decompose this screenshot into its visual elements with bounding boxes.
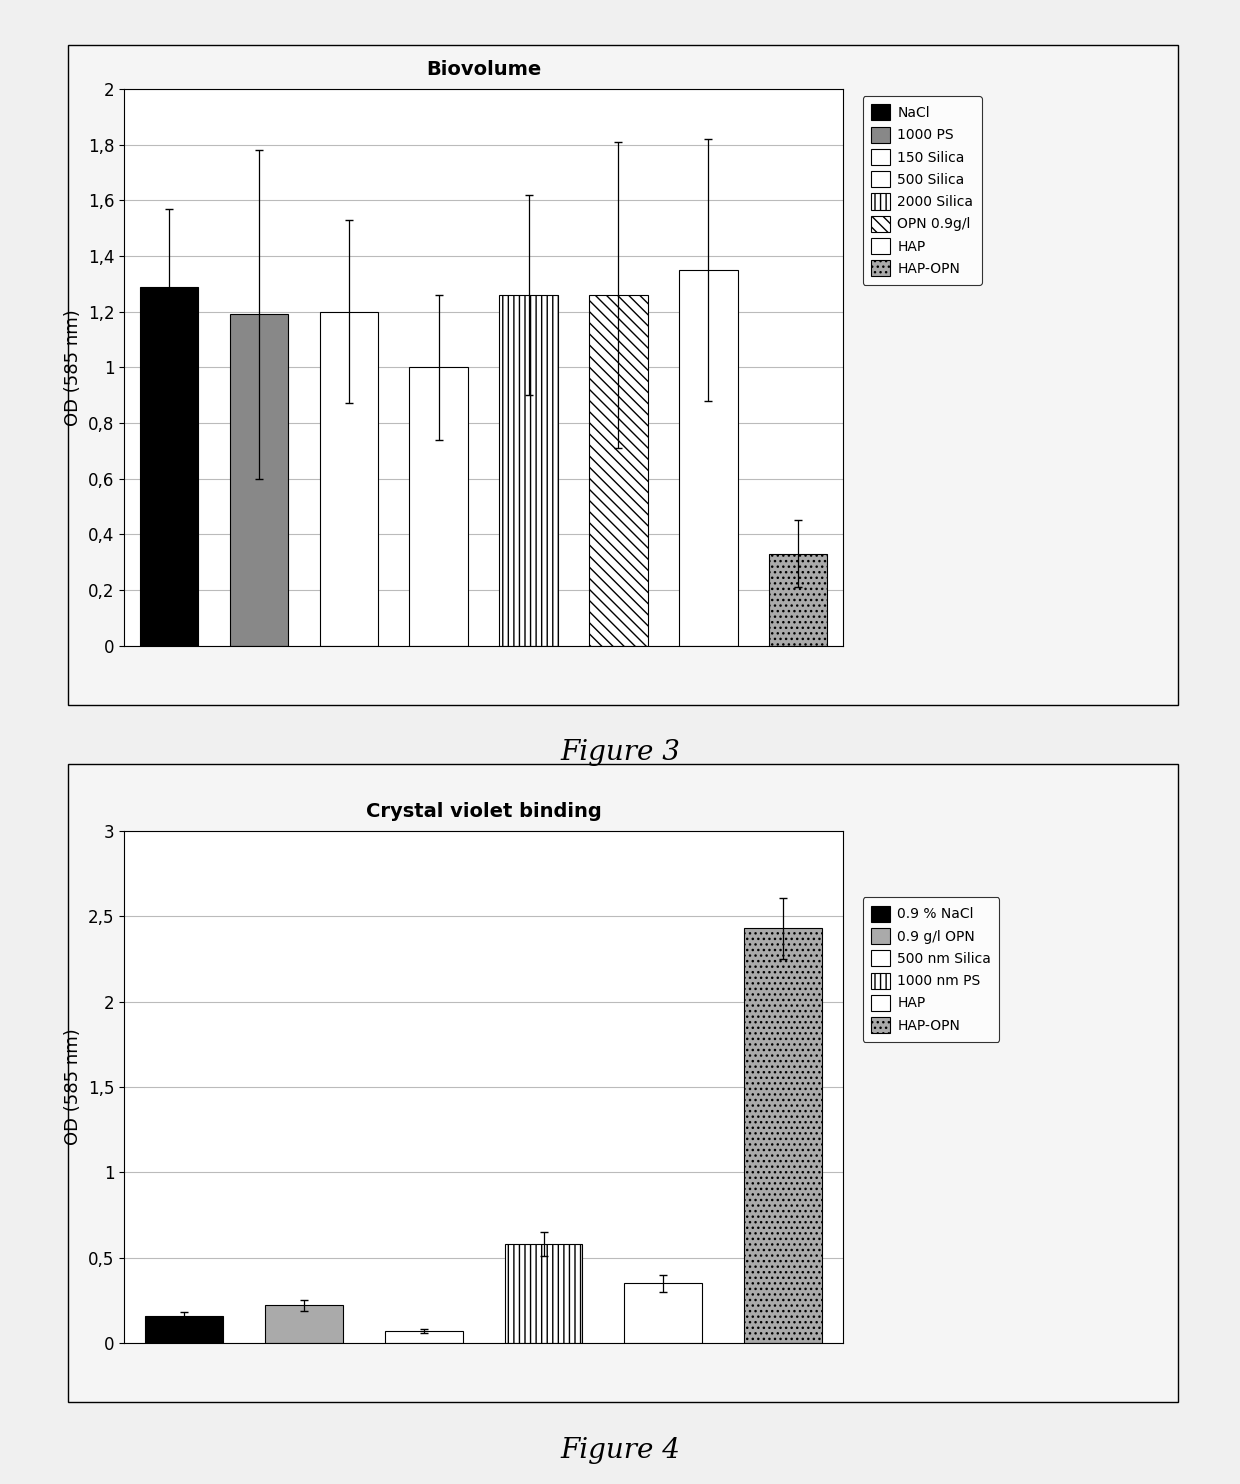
- Title: Crystal violet binding: Crystal violet binding: [366, 803, 601, 821]
- Y-axis label: OD (585 nm): OD (585 nm): [64, 1028, 82, 1146]
- Text: Figure 3: Figure 3: [560, 739, 680, 766]
- Bar: [680, 270, 738, 646]
- Legend: 0.9 % NaCl, 0.9 g/l OPN, 500 nm Silica, 1000 nm PS, HAP, HAP-OPN: 0.9 % NaCl, 0.9 g/l OPN, 500 nm Silica, …: [863, 898, 999, 1042]
- Bar: [500, 295, 558, 646]
- Bar: [589, 295, 647, 646]
- Bar: [140, 286, 198, 646]
- Text: Figure 4: Figure 4: [560, 1437, 680, 1463]
- Bar: [265, 1306, 342, 1343]
- Bar: [320, 312, 378, 646]
- Bar: [744, 929, 822, 1343]
- Bar: [769, 554, 827, 646]
- Bar: [505, 1244, 583, 1343]
- Bar: [625, 1284, 702, 1343]
- Legend: NaCl, 1000 PS, 150 Silica, 500 Silica, 2000 Silica, OPN 0.9g/l, HAP, HAP-OPN: NaCl, 1000 PS, 150 Silica, 500 Silica, 2…: [863, 96, 982, 285]
- Bar: [229, 315, 288, 646]
- Bar: [384, 1331, 463, 1343]
- Bar: [145, 1316, 223, 1343]
- Bar: [409, 368, 467, 646]
- Title: Biovolume: Biovolume: [427, 61, 541, 79]
- Y-axis label: OD (585 nm): OD (585 nm): [64, 309, 82, 426]
